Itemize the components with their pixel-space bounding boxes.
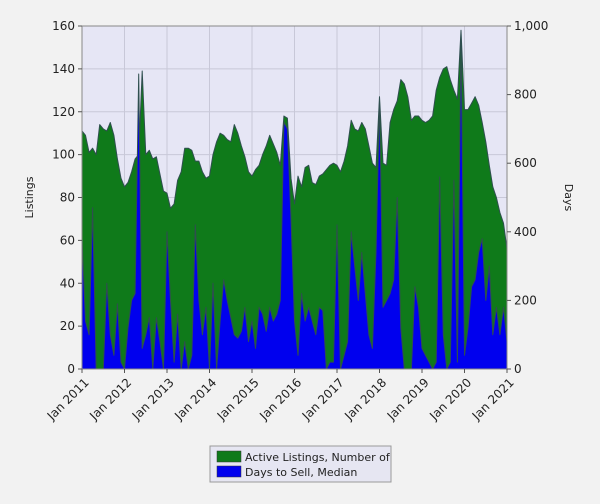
y-left-tick-label: 140	[52, 62, 75, 76]
x-tick-label: Jan 2012	[86, 375, 134, 423]
series-area-active-listings-number-of	[81, 29, 508, 370]
x-tick-label: Jan 2017	[299, 375, 347, 423]
y-left-tick-label: 100	[52, 148, 75, 162]
y-left-tick-label: 160	[52, 19, 75, 33]
x-tick-label: Jan 2013	[129, 375, 177, 423]
y-axis-right-title: Days	[562, 184, 575, 212]
y-right-tick-label: 200	[514, 293, 537, 307]
x-tick-label: Jan 2021	[469, 375, 517, 423]
x-tick-label: Jan 2014	[171, 375, 219, 423]
x-tick-label: Jan 2019	[384, 375, 432, 423]
x-tick-label: Jan 2011	[44, 375, 92, 423]
x-tick-label: Jan 2020	[426, 375, 474, 423]
series-area-days-to-sell-median	[81, 32, 508, 370]
y-left-tick-label: 120	[52, 105, 75, 119]
y-left-tick-label: 80	[60, 191, 75, 205]
y-left-tick-label: 0	[67, 362, 75, 376]
y-left-tick-label: 60	[60, 233, 75, 247]
legend-swatch-active-listings	[216, 450, 242, 463]
y-right-tick-label: 1,000	[514, 19, 548, 33]
x-tick-label: Jan 2016	[256, 375, 304, 423]
legend: Active Listings, Number of Days to Sell,…	[209, 445, 392, 483]
y-axis-left-title: Listings	[23, 176, 36, 218]
y-right-tick-label: 800	[514, 88, 537, 102]
legend-label-days-to-sell: Days to Sell, Median	[245, 466, 357, 479]
x-tick-label: Jan 2015	[214, 375, 262, 423]
y-right-tick-label: 400	[514, 225, 537, 239]
y-right-tick-label: 0	[514, 362, 522, 376]
legend-label-active-listings: Active Listings, Number of	[245, 451, 391, 464]
y-left-tick-label: 40	[60, 276, 75, 290]
y-right-tick-label: 600	[514, 156, 537, 170]
x-tick-label: Jan 2018	[341, 375, 389, 423]
series-layer	[81, 29, 508, 370]
y-left-tick-label: 20	[60, 319, 75, 333]
legend-swatch-days-to-sell	[216, 465, 242, 478]
